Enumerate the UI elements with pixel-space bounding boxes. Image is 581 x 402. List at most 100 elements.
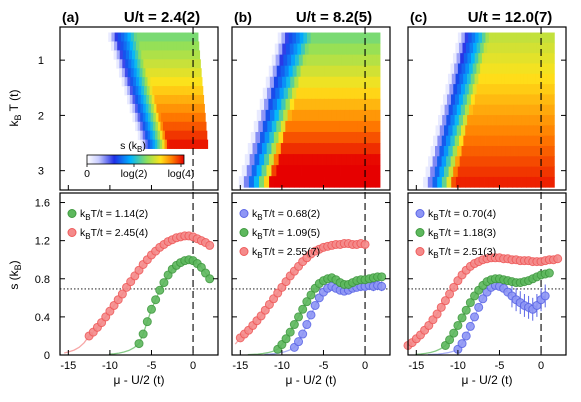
heatmap-cell <box>160 130 163 141</box>
heatmap-cell <box>137 95 142 105</box>
heatmap-panel-0 <box>108 32 209 149</box>
heatmap-cell <box>372 54 377 67</box>
heatmap-cell <box>367 76 373 89</box>
heatmap-cell <box>140 121 144 132</box>
heatmap-cell <box>159 139 163 149</box>
heatmap-cell <box>509 63 514 75</box>
heatmap-cell <box>525 53 530 64</box>
heatmap-cell <box>328 32 333 44</box>
heatmap-cell <box>178 50 182 60</box>
heatmap-cell <box>530 94 535 106</box>
heatmap-cell <box>310 54 315 67</box>
heatmap-cell <box>247 143 253 155</box>
legend-label-rest: T/t = 1.09(5) <box>263 227 320 239</box>
heatmap-cell <box>288 65 293 78</box>
heatmap-cell <box>549 176 555 188</box>
heatmap-cell <box>344 65 349 78</box>
heatmap-cell <box>187 50 191 60</box>
data-point <box>449 282 459 292</box>
heatmap-cell <box>268 98 274 111</box>
heatmap-cell <box>536 42 541 54</box>
heatmap-cell <box>532 135 538 147</box>
heatmap-cell <box>132 86 136 96</box>
heatmap-cell <box>294 76 299 89</box>
heatmap-cell <box>347 76 352 89</box>
heatmap-cell <box>158 59 162 69</box>
heatmap-cell <box>359 87 364 100</box>
heatmap-cell <box>449 84 454 95</box>
heatmap-cell <box>471 115 476 126</box>
heatmap-cell <box>455 42 460 54</box>
heatmap-cell <box>372 32 377 44</box>
heatmap-cell <box>293 154 299 166</box>
heatmap-cell <box>539 73 544 85</box>
heatmap-cell <box>531 166 537 178</box>
data-point <box>306 290 316 300</box>
heatmap-cell <box>142 112 146 123</box>
heatmap-cell <box>477 125 483 137</box>
heatmap-cell <box>365 143 371 155</box>
heatmap-cell <box>539 53 544 64</box>
heatmap-cell <box>144 77 148 87</box>
heatmap-cell <box>253 176 260 188</box>
heatmap-cell <box>333 87 339 100</box>
heatmap-cell <box>375 143 381 155</box>
heatmap-cell <box>330 165 336 177</box>
heatmap-cell <box>468 84 474 95</box>
heatmap-cell <box>179 59 183 69</box>
heatmap-cell <box>117 32 122 42</box>
heatmap-cell <box>173 95 177 105</box>
heatmap-cell <box>453 84 458 95</box>
legend-marker <box>415 247 425 256</box>
heatmap-cell <box>283 54 288 67</box>
heatmap-cell <box>276 143 282 155</box>
heatmap-cell <box>332 32 337 44</box>
heatmap-cell <box>550 84 555 95</box>
heatmap-cell <box>307 120 313 133</box>
heatmap-cell <box>334 176 341 188</box>
heatmap-cell <box>136 68 140 78</box>
heatmap-cell <box>142 41 146 51</box>
heatmap-cell <box>133 68 138 78</box>
heatmap-cell <box>291 165 297 177</box>
heatmap-cell <box>459 135 464 147</box>
heatmap-cell <box>154 68 158 78</box>
heatmap-cell <box>469 125 475 137</box>
heatmap-cell <box>135 86 139 96</box>
heatmap-cell <box>248 176 255 188</box>
panel-title: U/t = 8.2(5) <box>296 9 372 26</box>
heatmap-cell <box>496 145 502 157</box>
scatter-panel-1 <box>232 27 390 356</box>
heatmap-cell <box>545 156 551 168</box>
heatmap-cell <box>155 59 159 69</box>
heatmap-cell <box>423 176 429 188</box>
legend-marker <box>239 247 249 256</box>
legend-marker <box>67 228 77 237</box>
data-point <box>457 339 467 349</box>
heatmap-cell <box>463 53 468 64</box>
x-tick-label: -10 <box>450 360 466 372</box>
heatmap-cell <box>286 76 291 89</box>
heatmap-cell <box>375 98 381 111</box>
heatmap-cell <box>515 135 521 147</box>
heatmap-cell <box>490 94 496 106</box>
heatmap-cell <box>351 154 357 166</box>
heatmap-cell <box>140 112 144 123</box>
heatmap-cell <box>312 43 317 56</box>
heatmap-cell <box>196 77 200 87</box>
heatmap-cell <box>463 135 469 147</box>
heatmap-cell <box>116 50 121 60</box>
heatmap-cell <box>364 43 370 56</box>
heatmap-cell <box>341 98 347 111</box>
x-tick-label: -15 <box>408 360 424 372</box>
heatmap-cell <box>349 43 355 56</box>
heatmap-cell <box>294 120 300 133</box>
heatmap-cell <box>193 50 197 60</box>
heatmap-cell <box>317 32 322 44</box>
panel-title: U/t = 12.0(7) <box>468 9 553 26</box>
heatmap-cell <box>139 41 143 51</box>
heatmap-cell <box>361 43 366 56</box>
heatmap-cell <box>540 176 546 188</box>
data-point <box>285 327 295 337</box>
heatmap-cell <box>543 53 548 64</box>
